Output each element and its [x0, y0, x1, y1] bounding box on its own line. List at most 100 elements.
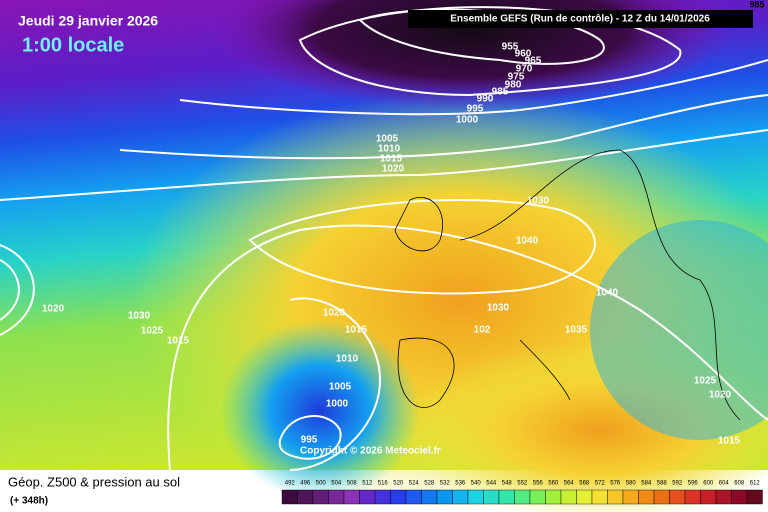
legend-label: 608	[734, 481, 745, 487]
local-time: 1:00 locale	[22, 34, 124, 56]
isobar-labels: 9559609659709759809859909951000100510101…	[42, 42, 741, 447]
color-swatch	[638, 489, 655, 505]
isobar-label: 1020	[42, 304, 65, 315]
isobar-label: 1020	[709, 390, 732, 401]
legend-label: 588	[657, 481, 668, 487]
isobar-label: 1000	[456, 115, 479, 126]
isobar-label: 960	[515, 49, 532, 60]
legend-label: 500	[316, 481, 327, 487]
color-swatch	[421, 489, 438, 505]
legend-label: 556	[533, 481, 544, 487]
isobar-label: 970	[516, 64, 533, 75]
colorbar: 492 496 500 504 508 512 516 520 524 528 532 536 540 5…	[281, 481, 763, 505]
isobar-label: 1015	[167, 336, 190, 347]
color-swatch	[452, 489, 469, 505]
isobar-label: 1005	[376, 134, 399, 145]
isobar-label: 1020	[382, 164, 405, 175]
coastlines	[394, 149, 741, 421]
legend-label: 548	[502, 481, 513, 487]
isobar-label: 990	[477, 94, 494, 105]
color-swatch	[498, 489, 515, 505]
legend-label: 520	[393, 481, 404, 487]
legend-label: 560	[548, 481, 559, 487]
isobar-label: 1020	[323, 308, 346, 319]
corner-label: 985	[749, 0, 764, 9]
isobars	[0, 6, 768, 471]
color-swatch	[591, 489, 608, 505]
isobar-label: 995	[467, 104, 484, 115]
legend-label: 596	[688, 481, 699, 487]
legend-label: 516	[378, 481, 389, 487]
legend-label: 592	[672, 481, 683, 487]
legend-label: 528	[424, 481, 435, 487]
legend-label: 496	[300, 481, 311, 487]
color-swatch	[545, 489, 562, 505]
isobar-label: 1030	[487, 303, 510, 314]
isobar-label: 1015	[718, 436, 741, 447]
color-swatch	[467, 489, 484, 505]
color-swatch	[374, 489, 391, 505]
color-swatch	[405, 489, 422, 505]
isobar-label: 1005	[329, 382, 352, 393]
legend-label: 568	[579, 481, 590, 487]
color-swatch	[669, 489, 686, 505]
legend-label: 532	[440, 481, 451, 487]
legend-label: 584	[641, 481, 652, 487]
color-swatch	[622, 489, 639, 505]
isobar-label: 975	[508, 72, 525, 83]
atlantic-low	[220, 320, 420, 500]
copyright: Copyright © 2026 Meteociel.fr	[300, 446, 441, 457]
color-swatch	[343, 489, 360, 505]
isobar-label: 1030	[527, 196, 550, 207]
legend-label: 600	[703, 481, 714, 487]
color-swatch	[436, 489, 453, 505]
isobar-label: 980	[505, 80, 522, 91]
legend-label: 536	[455, 481, 466, 487]
isobar-label: 1000	[326, 399, 349, 410]
isobar-label: 955	[502, 42, 519, 53]
legend-label: 564	[564, 481, 575, 487]
color-swatch	[653, 489, 670, 505]
run-info: Ensemble GEFS (Run de contrôle) - 12 Z d…	[450, 14, 710, 25]
color-swatch	[390, 489, 407, 505]
color-swatch	[312, 489, 329, 505]
isobar-label: 1010	[336, 354, 359, 365]
legend-label: 604	[719, 481, 730, 487]
color-swatch	[746, 489, 763, 505]
color-swatch	[576, 489, 593, 505]
isobar-label: 1015	[380, 154, 403, 165]
color-swatch	[359, 489, 376, 505]
date: Jeudi 29 janvier 2026	[18, 13, 158, 29]
color-swatch	[514, 489, 531, 505]
color-swatch	[560, 489, 577, 505]
color-swatch	[700, 489, 717, 505]
isobar-label: 1040	[596, 288, 619, 299]
legend-label: 524	[409, 481, 420, 487]
isobar-label: 965	[525, 56, 542, 67]
isobar-label: 995	[301, 435, 318, 446]
legend-label: 552	[517, 481, 528, 487]
legend-label: 544	[486, 481, 497, 487]
color-swatch	[684, 489, 701, 505]
isobar-label: 985	[492, 87, 509, 98]
legend-label: 572	[595, 481, 606, 487]
color-swatch	[731, 489, 748, 505]
isobar-label: 1030	[128, 311, 151, 322]
color-swatch	[529, 489, 546, 505]
color-swatch	[297, 489, 314, 505]
isobar-label: 1025	[141, 326, 164, 337]
legend-label: 612	[750, 481, 761, 487]
color-swatch	[281, 489, 298, 505]
color-swatch	[483, 489, 500, 505]
legend-label: 580	[626, 481, 637, 487]
isobar-label: 1015	[345, 325, 368, 336]
color-swatch	[328, 489, 345, 505]
isobar-label: 1025	[694, 376, 717, 387]
legend-label: 540	[471, 481, 482, 487]
isobar-label: 1010	[378, 144, 401, 155]
legend-label: 504	[331, 481, 342, 487]
cool-area	[590, 220, 768, 440]
legend-label: 508	[347, 481, 358, 487]
